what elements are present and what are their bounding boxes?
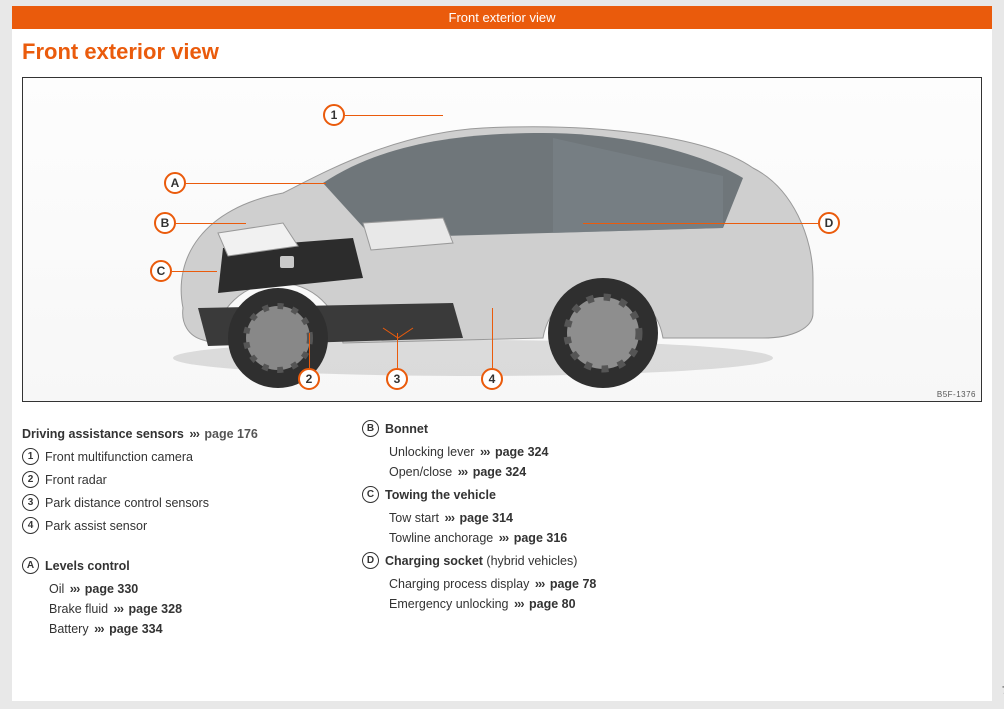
callout-D: D xyxy=(818,212,840,234)
callout-3: 3 xyxy=(386,368,408,390)
item-2-label: Front radar xyxy=(45,470,107,490)
towline-row: Towline anchorage ››› page 316 xyxy=(362,528,672,548)
list-item: 4 Park assist sensor xyxy=(22,516,322,536)
marker-B: B xyxy=(362,420,379,437)
levels-heading: Levels control xyxy=(45,556,130,576)
chevrons-icon: ››› xyxy=(478,445,492,459)
towstart-page-ref[interactable]: page 314 xyxy=(459,511,513,525)
charging-heading-row: D Charging socket (hybrid vehicles) xyxy=(362,551,672,571)
chevrons-icon: ››› xyxy=(512,597,526,611)
charging-suffix: (hybrid vehicles) xyxy=(483,554,577,568)
page-container: Front exterior view Front exterior view xyxy=(12,6,992,701)
item-4-label: Park assist sensor xyxy=(45,516,147,536)
column-left: Driving assistance sensors ››› page 176 … xyxy=(22,416,322,639)
emerg-row: Emergency unlocking ››› page 80 xyxy=(362,594,672,614)
marker-2: 2 xyxy=(22,471,39,488)
chevrons-icon: ››› xyxy=(533,577,547,591)
callout-A: A xyxy=(164,172,186,194)
driving-heading-row: Driving assistance sensors ››› page 176 xyxy=(22,424,322,444)
open-label: Open/close xyxy=(389,465,452,479)
callout-2-label: 2 xyxy=(306,372,313,386)
callout-B: B xyxy=(154,212,176,234)
column-right: B Bonnet Unlocking lever ››› page 324 Op… xyxy=(362,416,672,639)
battery-row: Battery ››› page 334 xyxy=(22,619,322,639)
callout-4: 4 xyxy=(481,368,503,390)
chevrons-icon: ››› xyxy=(497,531,511,545)
callout-2-line xyxy=(309,333,310,368)
chevrons-icon: ››› xyxy=(92,622,106,636)
levels-heading-row: A Levels control xyxy=(22,556,322,576)
marker-1: 1 xyxy=(22,448,39,465)
list-item: 2 Front radar xyxy=(22,470,322,490)
towing-heading-row: C Towing the vehicle xyxy=(362,485,672,505)
unlock-row: Unlocking lever ››› page 324 xyxy=(362,442,672,462)
callout-A-line xyxy=(186,183,326,184)
callout-1: 1 xyxy=(323,104,345,126)
oil-label: Oil xyxy=(49,582,64,596)
callout-3-v-icon xyxy=(381,326,415,340)
callout-C-line xyxy=(172,271,217,272)
item-1-label: Front multifunction camera xyxy=(45,447,193,467)
towstart-row: Tow start ››› page 314 xyxy=(362,508,672,528)
driving-heading: Driving assistance sensors xyxy=(22,427,184,441)
marker-A: A xyxy=(22,557,39,574)
list-item: 1 Front multifunction camera xyxy=(22,447,322,467)
marker-C: C xyxy=(362,486,379,503)
unlock-label: Unlocking lever xyxy=(389,445,474,459)
emerg-page-ref[interactable]: page 80 xyxy=(529,597,576,611)
callout-C-label: C xyxy=(157,264,166,278)
item-3-label: Park distance control sensors xyxy=(45,493,209,513)
callout-1-line xyxy=(345,115,443,116)
page-title: Front exterior view xyxy=(12,37,992,77)
chargeproc-label: Charging process display xyxy=(389,577,529,591)
battery-page-ref[interactable]: page 334 xyxy=(109,622,163,636)
callout-D-label: D xyxy=(825,216,834,230)
towstart-label: Tow start xyxy=(389,511,439,525)
chevrons-icon: ››› xyxy=(456,465,470,479)
charging-heading: Charging socket xyxy=(385,554,483,568)
towing-heading: Towing the vehicle xyxy=(385,485,496,505)
open-row: Open/close ››› page 324 xyxy=(362,462,672,482)
car-illustration xyxy=(23,78,981,403)
callout-4-line xyxy=(492,308,493,368)
brake-row: Brake fluid ››› page 328 xyxy=(22,599,322,619)
towline-page-ref[interactable]: page 316 xyxy=(514,531,568,545)
callout-D-line xyxy=(583,223,818,224)
callout-A-label: A xyxy=(171,176,180,190)
figure-id: B5F-1376 xyxy=(937,390,976,399)
vehicle-diagram: 1 A B C D 2 3 xyxy=(22,77,982,402)
content-columns: Driving assistance sensors ››› page 176 … xyxy=(12,416,992,639)
brake-page-ref[interactable]: page 328 xyxy=(129,602,183,616)
callout-4-label: 4 xyxy=(489,372,496,386)
marker-D: D xyxy=(362,552,379,569)
bonnet-heading-row: B Bonnet xyxy=(362,419,672,439)
callout-1-label: 1 xyxy=(331,108,338,122)
header-title: Front exterior view xyxy=(449,10,556,25)
chevrons-icon: ››› xyxy=(112,602,126,616)
oil-row: Oil ››› page 330 xyxy=(22,579,322,599)
callout-3-label: 3 xyxy=(394,372,401,386)
towline-label: Towline anchorage xyxy=(389,531,493,545)
brake-label: Brake fluid xyxy=(49,602,108,616)
chevrons-icon: ››› xyxy=(187,427,201,441)
chevrons-icon: ››› xyxy=(68,582,82,596)
open-page-ref[interactable]: page 324 xyxy=(473,465,527,479)
chargeproc-page-ref[interactable]: page 78 xyxy=(550,577,597,591)
chevrons-icon: ››› xyxy=(443,511,457,525)
marker-4: 4 xyxy=(22,517,39,534)
list-item: 3 Park distance control sensors xyxy=(22,493,322,513)
unlock-page-ref[interactable]: page 324 xyxy=(495,445,549,459)
emerg-label: Emergency unlocking xyxy=(389,597,509,611)
driving-page-ref[interactable]: page 176 xyxy=(204,427,258,441)
callout-C: C xyxy=(150,260,172,282)
battery-label: Battery xyxy=(49,622,89,636)
callout-B-line xyxy=(176,223,246,224)
callout-B-label: B xyxy=(161,216,170,230)
oil-page-ref[interactable]: page 330 xyxy=(85,582,139,596)
callout-2: 2 xyxy=(298,368,320,390)
header-bar: Front exterior view xyxy=(12,6,992,29)
marker-3: 3 xyxy=(22,494,39,511)
chargeproc-row: Charging process display ››› page 78 xyxy=(362,574,672,594)
bonnet-heading: Bonnet xyxy=(385,419,428,439)
